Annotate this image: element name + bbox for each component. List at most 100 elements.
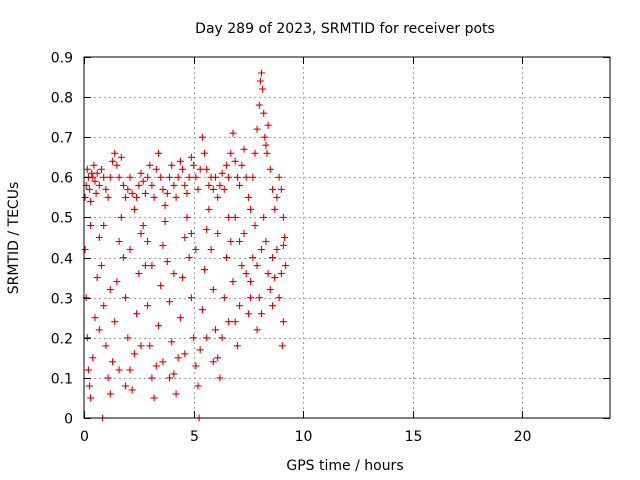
axis-ticks	[84, 57, 610, 419]
data-point	[255, 101, 263, 109]
data-point	[168, 161, 176, 169]
data-point	[236, 181, 244, 189]
data-point	[253, 262, 261, 270]
data-point	[198, 133, 206, 141]
data-point	[122, 294, 130, 302]
data-point	[150, 394, 158, 402]
data-points	[81, 69, 290, 422]
x-tick-label: 10	[295, 429, 313, 445]
data-point	[119, 181, 127, 189]
data-point	[238, 161, 246, 169]
data-point	[214, 230, 222, 237]
data-point	[106, 390, 114, 398]
data-point	[83, 334, 91, 342]
data-point	[146, 342, 154, 350]
data-point	[146, 161, 154, 169]
data-point	[102, 185, 110, 193]
data-point	[181, 234, 189, 241]
data-point	[266, 286, 274, 294]
data-point	[106, 286, 114, 294]
data-point	[216, 181, 224, 189]
data-point	[92, 189, 100, 197]
data-point	[89, 354, 97, 362]
data-point	[214, 354, 222, 362]
data-point	[273, 193, 281, 201]
data-point	[223, 161, 230, 169]
data-point	[279, 213, 287, 221]
data-point	[236, 238, 244, 245]
y-tick-label: 0.3	[51, 292, 73, 308]
data-point	[119, 254, 127, 262]
data-point	[81, 246, 89, 253]
data-point	[111, 318, 119, 326]
data-point	[209, 358, 217, 366]
data-point	[216, 374, 224, 382]
data-point	[207, 246, 215, 253]
data-point	[273, 246, 281, 253]
data-point	[130, 205, 138, 213]
data-point	[170, 181, 178, 189]
data-point	[166, 298, 173, 306]
data-point	[104, 374, 112, 382]
data-point	[183, 189, 191, 197]
data-point	[247, 278, 255, 286]
data-point	[122, 193, 130, 201]
data-point	[253, 326, 261, 334]
data-point	[249, 173, 257, 181]
data-point	[100, 302, 108, 310]
data-point	[100, 222, 108, 229]
data-point	[225, 318, 233, 326]
data-point	[93, 274, 101, 282]
data-point	[161, 201, 169, 209]
tick-labels: 0 5 10 15 20 0 0.1 0.2 0.3 0.4 0.5 0.6 0.7 0.8 0.9	[51, 51, 532, 446]
data-point	[258, 310, 265, 318]
data-point	[242, 173, 250, 181]
data-point	[209, 185, 217, 193]
data-point	[157, 282, 165, 290]
data-point	[128, 386, 136, 394]
data-point	[275, 173, 283, 181]
data-point	[278, 342, 286, 350]
data-point	[126, 173, 134, 181]
data-point	[168, 338, 176, 346]
data-point	[196, 165, 204, 173]
data-point	[181, 181, 189, 189]
y-tick-label: 0	[64, 412, 73, 428]
data-point	[84, 366, 92, 374]
x-tick-label: 15	[405, 429, 423, 445]
data-point	[141, 262, 149, 270]
data-point	[83, 165, 91, 173]
data-point	[269, 254, 276, 262]
data-point	[144, 238, 152, 245]
data-point	[209, 286, 217, 294]
data-point	[170, 370, 178, 378]
data-point	[141, 189, 149, 197]
data-point	[262, 141, 270, 149]
data-point	[90, 161, 98, 169]
data-point	[227, 149, 235, 157]
data-point	[170, 270, 178, 278]
data-point	[240, 230, 248, 237]
data-point	[256, 77, 264, 85]
gridlines	[84, 57, 610, 418]
data-point	[269, 302, 276, 310]
data-point	[179, 165, 187, 173]
data-point	[282, 262, 290, 270]
data-point	[205, 205, 213, 213]
data-point	[104, 193, 112, 201]
y-tick-label: 0.1	[51, 372, 73, 388]
data-point	[244, 310, 252, 318]
data-point	[157, 173, 165, 181]
data-point	[233, 342, 241, 350]
data-point	[152, 362, 160, 370]
data-point	[176, 157, 184, 165]
data-point	[163, 258, 171, 266]
data-point	[233, 173, 241, 181]
data-point	[176, 314, 184, 322]
data-point	[87, 197, 95, 205]
data-point	[238, 262, 246, 270]
data-point	[159, 185, 167, 193]
data-point	[148, 262, 156, 270]
data-point	[135, 181, 143, 189]
data-point	[115, 173, 123, 181]
